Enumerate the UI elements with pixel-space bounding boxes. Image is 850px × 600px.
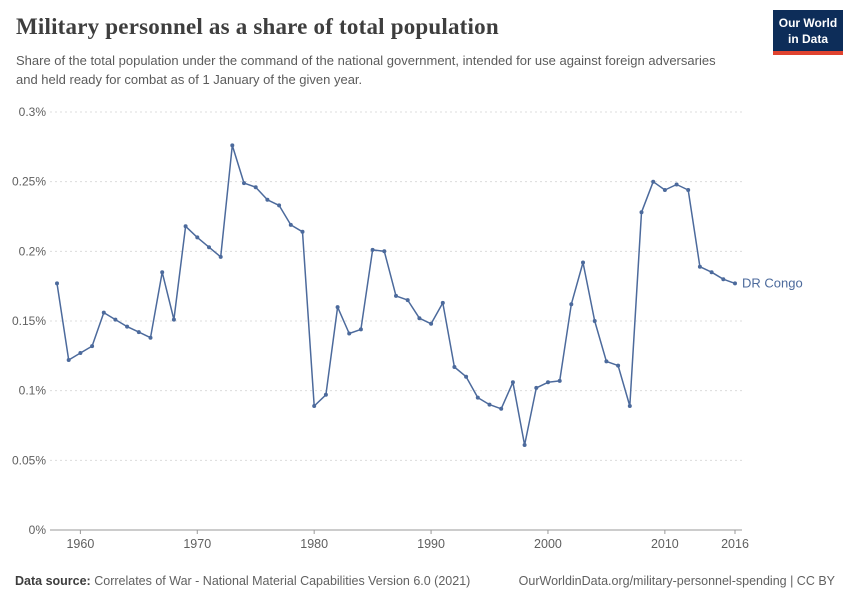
data-point[interactable] bbox=[569, 302, 574, 307]
owid-link[interactable]: OurWorldinData.org/military-personnel-sp… bbox=[518, 574, 835, 588]
data-point[interactable] bbox=[148, 335, 153, 340]
data-point[interactable] bbox=[253, 185, 258, 190]
data-point[interactable] bbox=[721, 277, 726, 282]
line-chart[interactable]: 0% 0.05% 0.1% 0.15% 0.2% 0.25% 0.3% 1960 1970 198… bbox=[0, 95, 850, 555]
data-point[interactable] bbox=[440, 300, 445, 305]
data-point[interactable] bbox=[697, 264, 702, 269]
data-point[interactable] bbox=[417, 316, 422, 321]
data-point[interactable] bbox=[592, 319, 597, 323]
data-point[interactable] bbox=[581, 260, 585, 265]
data-point[interactable] bbox=[335, 305, 340, 310]
data-point[interactable] bbox=[218, 254, 223, 259]
x-tick-label: 1970 bbox=[183, 537, 211, 551]
data-point[interactable] bbox=[195, 235, 200, 240]
y-tick-label: 0.2% bbox=[19, 244, 47, 258]
x-tick-label: 2010 bbox=[651, 537, 679, 551]
data-point[interactable] bbox=[487, 402, 492, 407]
series-end-label[interactable]: DR Congo bbox=[742, 275, 803, 290]
owid-logo-line2: in Data bbox=[787, 31, 828, 46]
data-source-text: Correlates of War - National Material Ca… bbox=[94, 574, 471, 588]
data-point[interactable] bbox=[557, 378, 562, 383]
data-point[interactable] bbox=[300, 229, 305, 234]
y-tick-label: 0.25% bbox=[12, 175, 46, 189]
data-point[interactable] bbox=[358, 327, 363, 332]
data-point[interactable] bbox=[686, 188, 691, 192]
data-point[interactable] bbox=[207, 245, 211, 250]
data-point[interactable] bbox=[288, 222, 293, 227]
data-point[interactable] bbox=[382, 249, 387, 254]
data-point[interactable] bbox=[171, 317, 176, 322]
x-tick-label: 1990 bbox=[417, 537, 445, 551]
data-point[interactable] bbox=[312, 404, 317, 408]
data-point[interactable] bbox=[90, 344, 95, 349]
data-point[interactable] bbox=[160, 270, 165, 275]
data-point[interactable] bbox=[662, 188, 667, 192]
data-point[interactable] bbox=[323, 392, 328, 397]
chart-footer: Data source: Correlates of War - Nationa… bbox=[0, 574, 850, 588]
data-point[interactable] bbox=[370, 247, 375, 252]
data-point[interactable] bbox=[394, 293, 398, 298]
data-point[interactable] bbox=[709, 270, 714, 275]
x-tick-label: 2016 bbox=[721, 537, 749, 551]
data-point[interactable] bbox=[733, 281, 737, 286]
y-tick-label: 0.1% bbox=[19, 384, 47, 398]
data-point[interactable] bbox=[604, 359, 609, 364]
chart-subtitle: Share of the total population under the … bbox=[16, 53, 716, 87]
data-point[interactable] bbox=[510, 380, 515, 385]
data-point[interactable] bbox=[475, 395, 480, 400]
data-point[interactable] bbox=[125, 324, 130, 329]
data-point[interactable] bbox=[78, 351, 83, 355]
data-point[interactable] bbox=[136, 330, 141, 335]
data-point[interactable] bbox=[546, 380, 550, 385]
data-point[interactable] bbox=[674, 182, 679, 187]
data-point[interactable] bbox=[55, 281, 59, 286]
data-point[interactable] bbox=[101, 310, 106, 315]
data-point[interactable] bbox=[230, 143, 235, 148]
data-point[interactable] bbox=[464, 374, 469, 379]
data-point[interactable] bbox=[66, 358, 71, 362]
data-point[interactable] bbox=[522, 443, 527, 447]
owid-logo[interactable]: Our World in Data bbox=[773, 10, 843, 56]
y-tick-label: 0% bbox=[29, 523, 47, 537]
data-point[interactable] bbox=[627, 404, 632, 408]
y-tick-label: 0.3% bbox=[19, 105, 47, 119]
data-point[interactable] bbox=[429, 321, 434, 326]
page-title: Military personnel as a share of total p… bbox=[16, 14, 499, 39]
data-point[interactable] bbox=[183, 224, 188, 229]
y-tick-label: 0.15% bbox=[12, 314, 46, 328]
data-source-label: Data source: bbox=[15, 574, 91, 588]
x-tick-label: 1980 bbox=[300, 537, 328, 551]
data-point[interactable] bbox=[277, 203, 282, 208]
chart-canvas[interactable]: 0% 0.05% 0.1% 0.15% 0.2% 0.25% 0.3% 1960 1970 198… bbox=[0, 95, 850, 555]
data-point[interactable] bbox=[651, 179, 656, 184]
data-point[interactable] bbox=[616, 363, 621, 368]
data-point[interactable] bbox=[347, 331, 352, 336]
x-tick-label: 2000 bbox=[534, 537, 562, 551]
data-source-line: Data source: Correlates of War - Nationa… bbox=[15, 574, 470, 588]
x-tick-label: 1960 bbox=[66, 537, 94, 551]
data-point[interactable] bbox=[265, 197, 270, 202]
data-point[interactable] bbox=[405, 298, 410, 303]
data-point[interactable] bbox=[639, 210, 644, 215]
data-point[interactable] bbox=[499, 406, 504, 411]
data-point[interactable] bbox=[534, 385, 539, 390]
owid-logo-line1: Our World bbox=[778, 16, 838, 30]
data-point[interactable] bbox=[113, 317, 118, 322]
data-point[interactable] bbox=[452, 365, 457, 369]
y-tick-label: 0.05% bbox=[12, 453, 46, 467]
data-point[interactable] bbox=[242, 181, 246, 186]
